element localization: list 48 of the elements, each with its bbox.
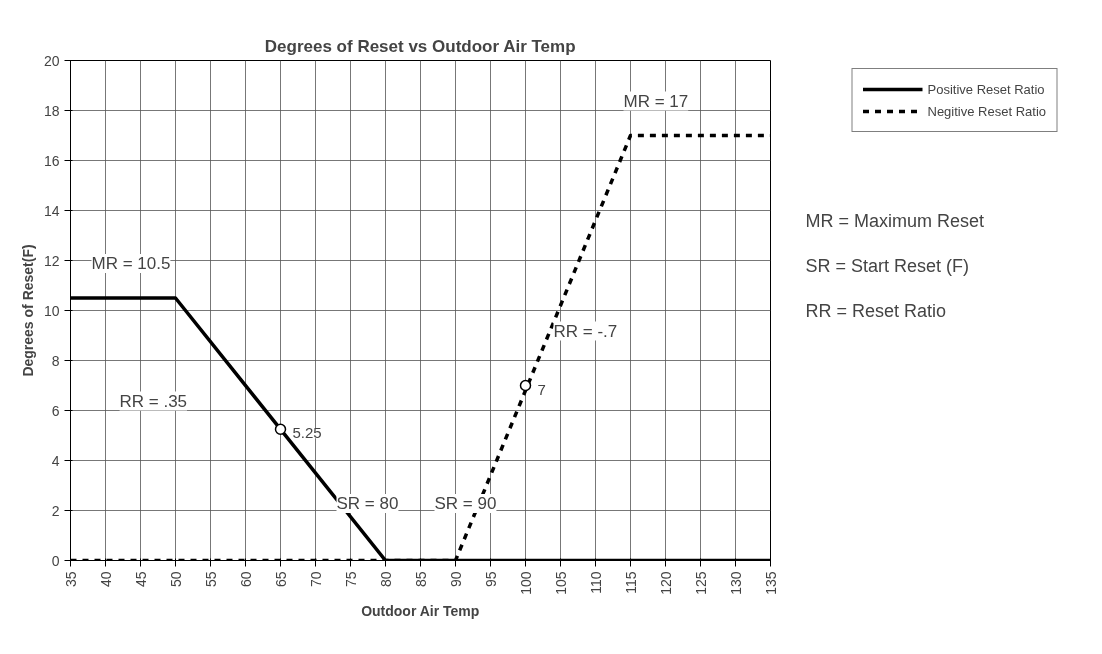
x-tick-label: 35 — [62, 571, 79, 588]
x-tick-label: 115 — [622, 571, 639, 594]
x-tick-label: 120 — [657, 571, 674, 595]
text: MR = Maximum Reset — [805, 210, 985, 231]
y-tick-label: 12 — [43, 252, 60, 269]
y-tick-label: 10 — [43, 302, 60, 319]
x-tick-label: 60 — [237, 571, 254, 588]
y-axis-title: Degrees of Reset(F) — [19, 244, 36, 377]
x-tick-label: 110 — [587, 571, 604, 594]
x-tick-label: 95 — [482, 571, 499, 588]
x-tick-label: 50 — [167, 571, 184, 588]
x-tick-label: 100 — [517, 571, 534, 595]
annotation: MR = 17 — [623, 91, 689, 111]
legend-label: Positive Reset Ratio — [927, 81, 1045, 97]
annotation: RR = -.7 — [553, 321, 618, 341]
chart-title: Degrees of Reset vs Outdoor Air Temp — [264, 36, 576, 56]
x-tick-label: 70 — [307, 571, 324, 588]
x-tick-label: 65 — [272, 571, 289, 588]
annotation: RR = .35 — [119, 391, 188, 411]
x-axis-title: Outdoor Air Temp — [361, 602, 480, 619]
annotation: 7 — [537, 380, 546, 398]
annotation: SR = 80 — [336, 494, 399, 513]
y-tick-label: 20 — [43, 52, 60, 69]
y-tick-label: 18 — [43, 102, 60, 119]
y-tick-label: 6 — [51, 402, 60, 419]
y-tick-label: 0 — [51, 552, 60, 569]
y-tick-label: 4 — [51, 452, 60, 469]
legend-label: Negitive Reset Ratio — [927, 103, 1046, 119]
text: SR = Start Reset (F) — [805, 255, 970, 276]
x-tick-label: 105 — [552, 571, 569, 595]
x-tick-label: 55 — [202, 571, 219, 588]
x-tick-label: 75 — [342, 571, 359, 588]
annotation: SR = 90 — [434, 494, 497, 513]
x-tick-label: 85 — [412, 571, 429, 588]
x-tick-label: 135 — [762, 571, 779, 595]
annotation: MR = 10.5 — [91, 254, 171, 273]
x-tick-label: 90 — [447, 571, 464, 588]
x-tick-label: 125 — [692, 571, 709, 595]
y-tick-label: 16 — [43, 152, 60, 169]
y-tick-label: 14 — [43, 202, 60, 219]
x-tick-label: 45 — [132, 571, 149, 588]
x-tick-label: 40 — [97, 571, 114, 588]
x-tick-label: 80 — [377, 571, 394, 588]
annotation: 5.25 — [292, 424, 322, 442]
text: RR = Reset Ratio — [805, 300, 947, 321]
y-tick-label: 8 — [51, 352, 60, 369]
y-tick-label: 2 — [51, 502, 60, 519]
x-tick-label: 130 — [727, 571, 744, 595]
